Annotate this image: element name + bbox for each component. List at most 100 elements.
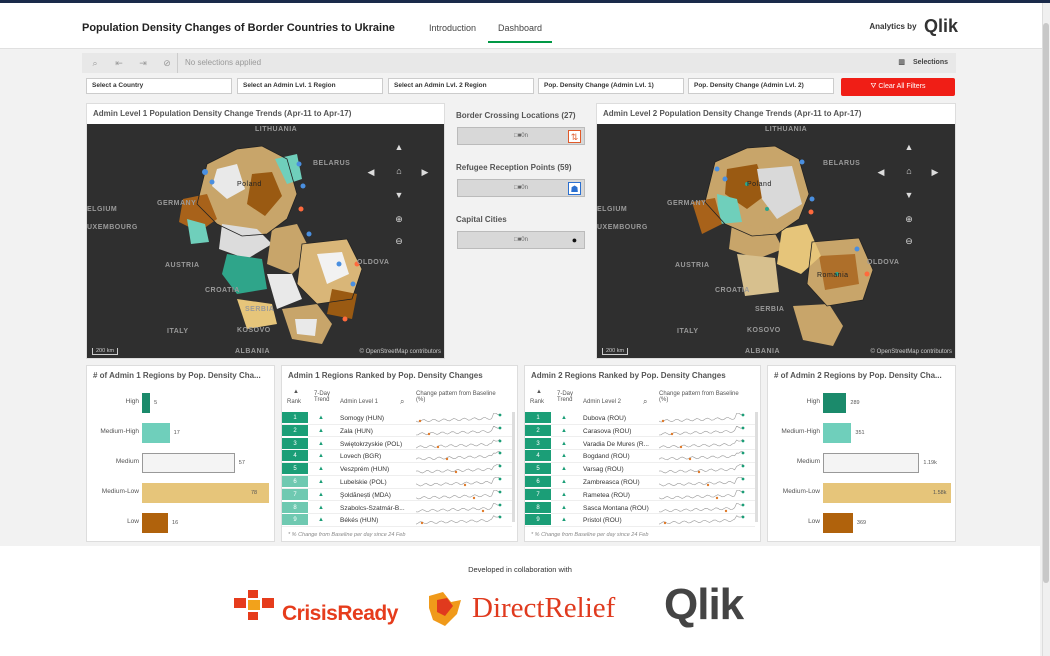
table-row[interactable]: 8 ▲ Sasca Montana (ROU): [525, 501, 755, 515]
bar-medium-high[interactable]: [142, 423, 170, 443]
tab-dashboard[interactable]: Dashboard: [488, 23, 553, 43]
bar-medium[interactable]: [142, 453, 235, 473]
home-icon[interactable]: ⌂: [906, 166, 912, 176]
map-credit[interactable]: © OpenStreetMap contributors: [870, 349, 952, 355]
region-name: Békés (HUN): [340, 517, 379, 525]
table-row[interactable]: 2 ▲ Carasova (ROU): [525, 424, 755, 438]
table-row[interactable]: 9 ▲ Békés (HUN): [282, 514, 512, 528]
pan-left-icon[interactable]: ◀: [877, 167, 885, 177]
table-header-1[interactable]: 7-Day Trend: [557, 391, 574, 403]
country-filter[interactable]: Select a Country: [86, 78, 232, 94]
table-row[interactable]: 5 ▲ Veszprém (HUN): [282, 463, 512, 476]
table-row[interactable]: 2 ▲ Zala (HUN): [282, 424, 512, 438]
clear-filters-button[interactable]: ⛛ Clear All Filters: [841, 78, 955, 96]
scroll-thumb[interactable]: [1043, 23, 1049, 583]
qlik-footer-logo: Qlik: [664, 580, 744, 629]
bar-high[interactable]: [823, 393, 847, 413]
table-header-3[interactable]: Change pattern from Baseline (%): [416, 391, 496, 403]
table-row[interactable]: 1 ▲ Somogy (HUN): [282, 412, 512, 425]
bar-medium-low[interactable]: [823, 483, 951, 503]
admin2-change-filter[interactable]: Pop. Density Change (Admin Lvl. 2): [688, 78, 834, 94]
sparkline: [659, 451, 745, 461]
capital-cities-layer[interactable]: □■0n ●: [457, 231, 585, 249]
page-scrollbar[interactable]: [1042, 3, 1050, 656]
table-header-0[interactable]: Rank: [530, 399, 545, 405]
pan-right-icon[interactable]: ▶: [421, 167, 429, 177]
table-row[interactable]: 9 ▲ Pristol (ROU): [525, 514, 755, 528]
bar-low[interactable]: [142, 513, 169, 533]
region-name: Lovech (BGR): [340, 453, 382, 461]
clear-selections-icon[interactable]: ⊘: [163, 58, 171, 68]
admin2-filter[interactable]: Select an Admin Lvl. 2 Region: [388, 78, 534, 94]
admin2-map-panel: Admin Level 2 Population Density Change …: [596, 103, 956, 359]
bar-medium-low[interactable]: [142, 483, 269, 503]
table-row[interactable]: 4 ▲ Lovech (BGR): [282, 450, 512, 464]
table-header-2[interactable]: Admin Level 2: [583, 399, 622, 405]
admin1-table-title: Admin 1 Regions Ranked by Pop. Density C…: [288, 371, 483, 380]
table-row[interactable]: 5 ▲ Varsag (ROU): [525, 463, 755, 476]
admin2-bar-chart-panel: # of Admin 2 Regions by Pop. Density Cha…: [767, 365, 956, 542]
rank-cell: 1: [282, 412, 308, 424]
bar-medium-high[interactable]: [823, 423, 852, 443]
collab-text: Developed in collaboration with: [468, 565, 572, 574]
table-row[interactable]: 1 ▲ Dubova (ROU): [525, 412, 755, 425]
map-credit[interactable]: © OpenStreetMap contributors: [359, 349, 441, 355]
step-back-icon[interactable]: ⇤: [115, 58, 123, 68]
smart-search-icon[interactable]: ⌕: [92, 58, 98, 68]
rank-cell: 7: [282, 488, 308, 501]
sparkline: [659, 502, 745, 512]
tab-introduction[interactable]: Introduction: [429, 23, 477, 33]
trend-up-icon: ▲: [318, 504, 324, 511]
pan-down-icon[interactable]: ▼: [904, 190, 914, 200]
map-label: UXEMBOURG: [597, 224, 648, 231]
home-icon[interactable]: ⌂: [396, 166, 402, 176]
pan-right-icon[interactable]: ▶: [931, 167, 939, 177]
table-row[interactable]: 8 ▲ Szabolcs-Szatmár-B...: [282, 501, 512, 515]
region-name: Varadia De Mures (R...: [583, 440, 649, 448]
zoom-in-icon[interactable]: ⊕: [395, 214, 403, 224]
sparkline: [416, 477, 502, 487]
table-row[interactable]: 6 ▲ Zambreasca (ROU): [525, 476, 755, 489]
table-row[interactable]: 7 ▲ Rametea (ROU): [525, 488, 755, 502]
refugee-points-layer[interactable]: □■0n ☗: [457, 179, 585, 197]
table-header-2[interactable]: Admin Level 1: [340, 399, 379, 405]
table-row[interactable]: 6 ▲ Lubelskie (POL): [282, 476, 512, 489]
map-pin-icon: ●: [571, 235, 578, 245]
zoom-out-icon[interactable]: ⊖: [395, 236, 403, 246]
zoom-in-icon[interactable]: ⊕: [905, 214, 913, 224]
table-header-0[interactable]: Rank: [287, 399, 302, 405]
table-header-1[interactable]: 7-Day Trend: [314, 391, 331, 403]
sort-ascending-icon[interactable]: ▲: [536, 389, 542, 395]
pan-up-icon[interactable]: ▲: [904, 142, 914, 152]
pan-down-icon[interactable]: ▼: [394, 190, 404, 200]
table-row[interactable]: 4 ▲ Bogdand (ROU): [525, 450, 755, 464]
table-scrollbar[interactable]: [755, 412, 758, 522]
table-footnote: * % Change from Baseline per day since 2…: [288, 532, 406, 538]
trend-up-icon: ▲: [318, 466, 324, 473]
zoom-out-icon[interactable]: ⊖: [905, 236, 913, 246]
step-forward-icon[interactable]: ⇥: [139, 58, 147, 68]
bar-low[interactable]: [823, 513, 853, 533]
search-icon[interactable]: ⌕: [643, 397, 648, 406]
admin1-filter[interactable]: Select an Admin Lvl. 1 Region: [237, 78, 383, 94]
selections-button[interactable]: ▥ Selections: [898, 59, 948, 66]
pan-up-icon[interactable]: ▲: [394, 142, 404, 152]
table-row[interactable]: 3 ▲ Świętokrzyskie (POL): [282, 437, 512, 451]
table-row[interactable]: 3 ▲ Varadia De Mures (R...: [525, 437, 755, 451]
admin1-map-title: Admin Level 1 Population Density Change …: [93, 109, 352, 118]
bar-medium[interactable]: [823, 453, 920, 473]
table-scrollbar[interactable]: [512, 412, 515, 522]
border-crossing-layer[interactable]: □■0n ⇅: [457, 127, 585, 145]
admin1-change-filter[interactable]: Pop. Density Change (Admin Lvl. 1): [538, 78, 684, 94]
search-icon[interactable]: ⌕: [400, 397, 405, 406]
pan-left-icon[interactable]: ◀: [367, 167, 375, 177]
table-header-3[interactable]: Change pattern from Baseline (%): [659, 391, 739, 403]
admin1-map[interactable]: LITHUANIA BELARUS GERMANY ELGIUM UXEMBOU…: [87, 124, 444, 358]
bar-high[interactable]: [142, 393, 151, 413]
table-footnote: * % Change from Baseline per day since 2…: [531, 532, 649, 538]
admin2-map[interactable]: LITHUANIA BELARUS GERMANY ELGIUM UXEMBOU…: [597, 124, 955, 358]
table-row[interactable]: 7 ▲ Şoldănești (MDA): [282, 488, 512, 502]
sort-ascending-icon[interactable]: ▲: [293, 389, 299, 395]
admin2-table-title: Admin 2 Regions Ranked by Pop. Density C…: [531, 371, 726, 380]
border-crossing-icon: ⇅: [568, 130, 581, 143]
